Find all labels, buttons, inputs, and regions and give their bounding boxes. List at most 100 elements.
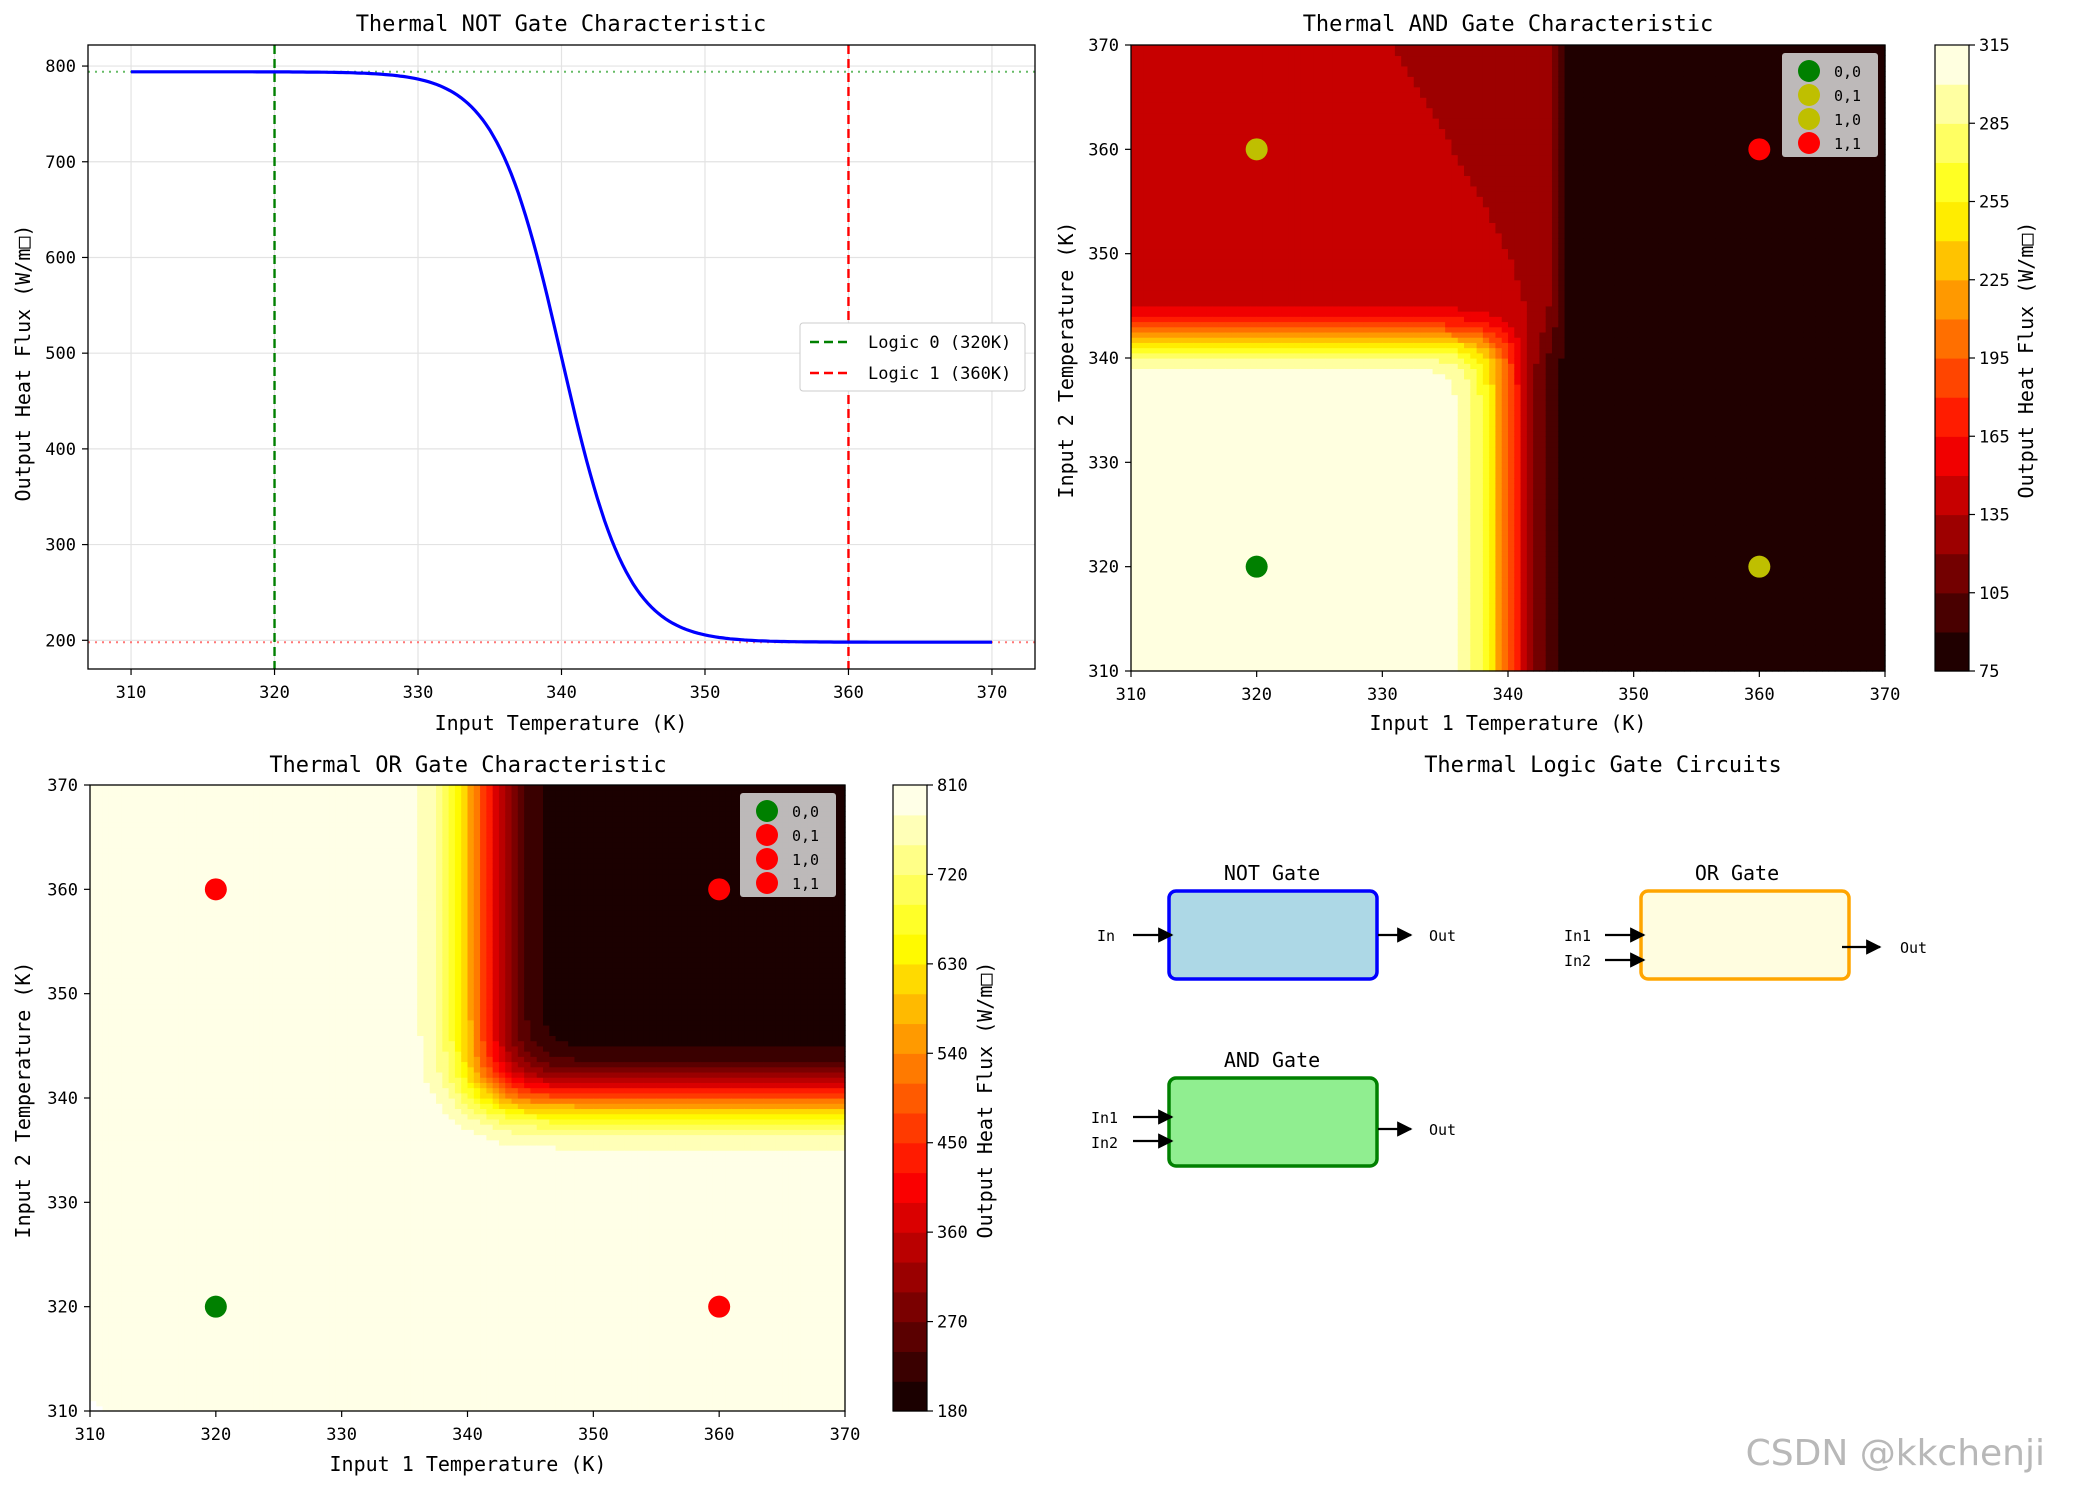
heatmap-cell [1307, 123, 1314, 129]
heatmap-cell [1294, 92, 1301, 98]
heatmap-cell [1288, 275, 1295, 281]
heatmap-cell [1288, 410, 1295, 416]
heatmap-cell [1250, 170, 1257, 176]
heatmap-cell [1294, 316, 1301, 322]
heatmap-cell [1376, 144, 1383, 150]
heatmap-cell [1363, 436, 1370, 442]
heatmap-cell [1345, 494, 1352, 500]
heatmap-cell [1244, 421, 1251, 427]
heatmap-cell [1332, 572, 1339, 578]
heatmap-cell [1200, 222, 1207, 228]
heatmap-cell [1301, 598, 1308, 604]
heatmap-cell [1382, 290, 1389, 296]
heatmap-cell [1156, 264, 1163, 270]
heatmap-cell [1263, 614, 1270, 620]
heatmap-cell [1282, 368, 1289, 374]
x-tick-label: 330 [403, 683, 434, 703]
heatmap-cell [1175, 374, 1182, 380]
heatmap-cell [1382, 248, 1389, 254]
heatmap-cell [1320, 175, 1327, 181]
y-tick-label: 600 [45, 248, 76, 268]
heatmap-cell [1269, 441, 1276, 447]
heatmap-cell [1188, 520, 1195, 526]
heatmap-cell [1269, 311, 1276, 317]
heatmap-cell [1301, 196, 1308, 202]
heatmap-cell [1162, 509, 1169, 515]
heatmap-cell [1188, 504, 1195, 510]
heatmap-cell [1363, 290, 1370, 296]
heatmap-cell [1332, 165, 1339, 171]
heatmap-cell [1225, 196, 1232, 202]
heatmap-cell [1194, 82, 1201, 88]
heatmap-cell [1244, 238, 1251, 244]
heatmap-cell [1351, 134, 1358, 140]
heatmap-cell [1156, 374, 1163, 380]
heatmap-cell [1169, 139, 1176, 145]
heatmap-cell [1238, 353, 1245, 359]
heatmap-cell [1269, 593, 1276, 599]
heatmap-cell [1162, 50, 1169, 56]
heatmap-cell [1307, 478, 1314, 484]
heatmap-cell [1363, 593, 1370, 599]
heatmap-cell [1370, 645, 1377, 651]
heatmap-cell [1250, 478, 1257, 484]
heatmap-cell [1269, 499, 1276, 505]
heatmap-cell [1225, 128, 1232, 134]
heatmap-cell [1282, 358, 1289, 364]
heatmap-cell [1188, 363, 1195, 369]
heatmap-cell [1307, 55, 1314, 61]
heatmap-cell [1225, 50, 1232, 56]
heatmap-cell [1144, 128, 1151, 134]
heatmap-cell [1131, 102, 1138, 108]
heatmap-cell [1276, 447, 1283, 453]
heatmap-cell [1213, 155, 1220, 161]
heatmap-cell [1357, 269, 1364, 275]
heatmap-cell [1338, 295, 1345, 301]
heatmap-cell [1250, 248, 1257, 254]
heatmap-cell [1238, 582, 1245, 588]
heatmap-cell [1150, 264, 1157, 270]
heatmap-cell [1345, 577, 1352, 583]
heatmap-cell [1131, 358, 1138, 364]
heatmap-cell [1269, 447, 1276, 453]
heatmap-cell [1313, 108, 1320, 114]
heatmap-cell [1263, 447, 1270, 453]
heatmap-cell [1150, 139, 1157, 145]
heatmap-cell [1338, 426, 1345, 432]
heatmap-cell [1175, 645, 1182, 651]
heatmap-cell [1194, 374, 1201, 380]
heatmap-cell [1181, 395, 1188, 401]
heatmap-cell [1320, 316, 1327, 322]
heatmap-cell [1194, 415, 1201, 421]
heatmap-cell [1301, 134, 1308, 140]
heatmap-cell [1213, 431, 1220, 437]
heatmap-cell [1200, 488, 1207, 494]
heatmap-cell [1238, 160, 1245, 166]
heatmap-cell [1194, 421, 1201, 427]
heatmap-cell [1257, 504, 1264, 510]
heatmap-cell [1370, 50, 1377, 56]
heatmap-cell [1150, 421, 1157, 427]
heatmap-cell [1282, 395, 1289, 401]
heatmap-cell [1213, 582, 1220, 588]
heatmap-cell [1288, 520, 1295, 526]
heatmap-cell [1370, 468, 1377, 474]
heatmap-cell [1320, 222, 1327, 228]
heatmap-cell [1338, 415, 1345, 421]
heatmap-cell [1144, 368, 1151, 374]
heatmap-cell [1288, 661, 1295, 667]
heatmap-cell [1257, 128, 1264, 134]
heatmap-cell [1206, 316, 1213, 322]
heatmap-cell [1150, 238, 1157, 244]
heatmap-cell [1363, 473, 1370, 479]
heatmap-cell [1244, 217, 1251, 223]
heatmap-cell [1276, 301, 1283, 307]
heatmap-cell [1200, 113, 1207, 119]
heatmap-cell [1345, 269, 1352, 275]
heatmap-cell [1307, 321, 1314, 327]
heatmap-cell [1188, 515, 1195, 521]
heatmap-cell [1175, 650, 1182, 656]
heatmap-cell [1363, 196, 1370, 202]
heatmap-cell [1263, 348, 1270, 354]
heatmap-cell [1244, 196, 1251, 202]
